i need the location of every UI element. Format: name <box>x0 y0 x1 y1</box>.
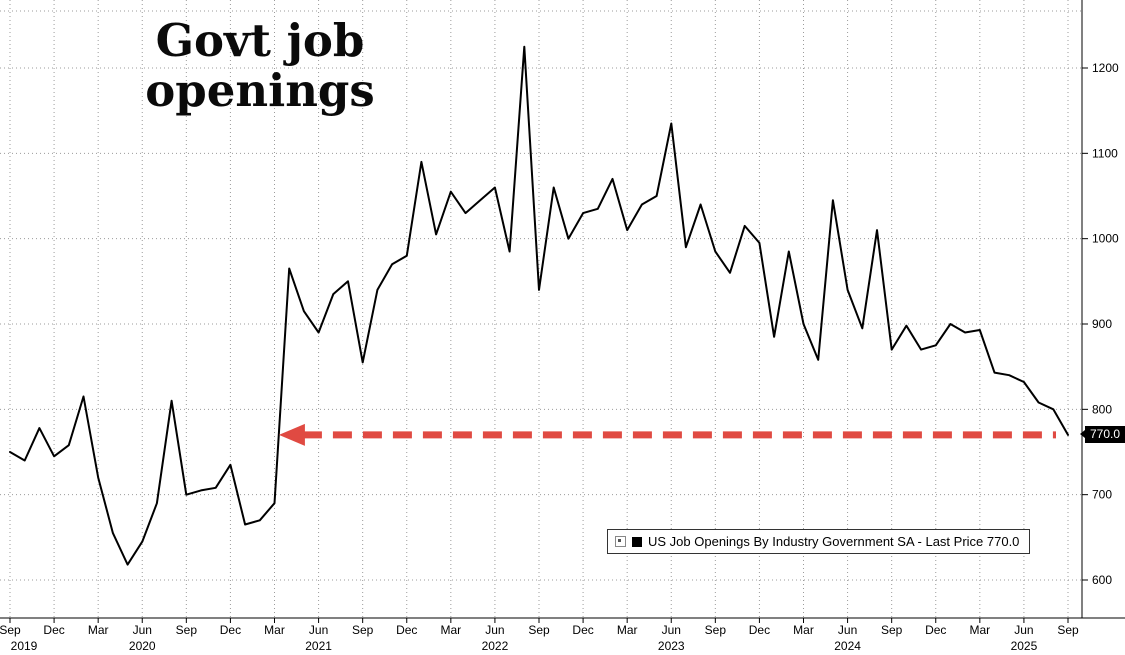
arrow-head <box>278 423 305 446</box>
axes <box>0 0 1125 623</box>
x-tick-month-label: Jun <box>133 623 152 637</box>
y-tick-label: 1100 <box>1092 146 1118 160</box>
y-tick-label: 800 <box>1092 402 1112 416</box>
y-tick-label: 600 <box>1092 573 1112 587</box>
x-tick-month-label: Mar <box>617 623 638 637</box>
axis-labels: 600 700 800 900 1000 1100 1200 Sep Dec Mar Jun Sep D… <box>0 61 1119 653</box>
gridlines <box>0 0 1082 618</box>
x-tick-month-label: Dec <box>749 623 770 637</box>
x-tick-month-label: Mar <box>969 623 990 637</box>
x-tick-month-label: Jun <box>1014 623 1033 637</box>
last-price-badge: 770.0 <box>1085 425 1125 443</box>
x-tick-year-label: 2022 <box>482 639 509 653</box>
chart-title-line1: Govt job <box>155 14 365 67</box>
x-tick-year-label: 2025 <box>1011 639 1038 653</box>
x-tick-year-label: 2019 <box>11 639 38 653</box>
x-tick-month-label: Dec <box>396 623 417 637</box>
x-tick-month-label: Dec <box>925 623 946 637</box>
chart-title: Govt job openings <box>100 14 420 118</box>
x-tick-month-label: Mar <box>88 623 109 637</box>
x-tick-month-label: Jun <box>838 623 857 637</box>
legend-series-color-key <box>632 536 642 547</box>
x-tick-year-label: 2021 <box>305 639 332 653</box>
x-tick-month-label: Dec <box>572 623 593 637</box>
y-tick-label: 900 <box>1092 317 1112 331</box>
series-line-govt-job-openings <box>9 45 1069 566</box>
legend-series-label: US Job Openings By Industry Government S… <box>648 534 1020 549</box>
x-tick-month-label: Mar <box>264 623 285 637</box>
legend-box: US Job Openings By Industry Government S… <box>607 529 1031 554</box>
x-tick-month-label: Mar <box>440 623 461 637</box>
x-tick-month-label: Jun <box>662 623 681 637</box>
chart-title-line2: openings <box>145 64 375 118</box>
y-tick-label: 1000 <box>1092 232 1119 246</box>
x-tick-month-label: Jun <box>309 623 328 637</box>
x-tick-month-label: Jun <box>485 623 504 637</box>
x-tick-month-label: Sep <box>528 623 550 637</box>
x-tick-month-label: Sep <box>881 623 903 637</box>
x-tick-year-label: 2023 <box>658 639 685 653</box>
x-tick-month-label: Mar <box>793 623 814 637</box>
x-tick-year-label: 2024 <box>834 639 861 653</box>
x-tick-month-label: Dec <box>220 623 241 637</box>
x-tick-month-label: Dec <box>43 623 64 637</box>
x-tick-month-label: Sep <box>352 623 374 637</box>
x-tick-year-label: 2020 <box>129 639 156 653</box>
x-tick-month-label: Sep <box>0 623 21 637</box>
x-tick-month-label: Sep <box>176 623 198 637</box>
legend-expand-icon[interactable] <box>615 536 626 547</box>
y-tick-label: 1200 <box>1092 61 1119 75</box>
x-tick-month-label: Sep <box>1057 623 1079 637</box>
y-tick-label: 700 <box>1092 488 1112 502</box>
trend-arrow <box>278 423 1056 446</box>
x-tick-month-label: Sep <box>705 623 727 637</box>
